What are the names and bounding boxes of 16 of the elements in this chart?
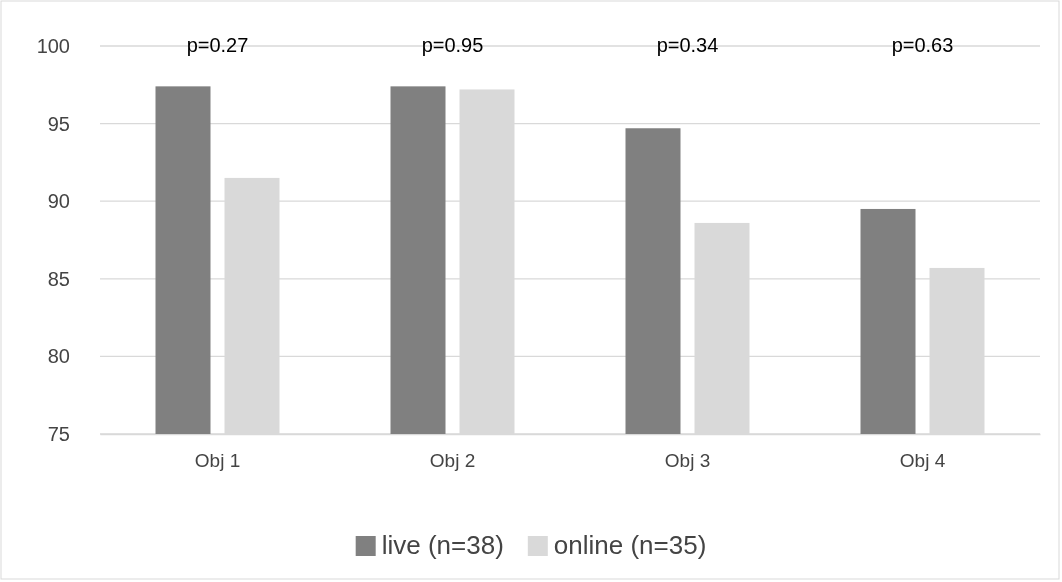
annotation: p=0.63 bbox=[891, 34, 954, 56]
y-tick-label: 90 bbox=[47, 190, 70, 213]
y-tick-label: 75 bbox=[47, 422, 70, 445]
x-tick-label: Obj 1 bbox=[194, 450, 241, 472]
x-tick-label: Obj 3 bbox=[664, 450, 711, 472]
legend-label: online (n=35) bbox=[553, 530, 707, 560]
y-tick-label: 95 bbox=[47, 112, 70, 135]
y-tick-label: 80 bbox=[47, 345, 70, 368]
annotation: p=0.95 bbox=[421, 34, 484, 56]
y-tick-label: 85 bbox=[47, 267, 70, 290]
legend-label: live (n=38) bbox=[381, 530, 504, 560]
x-tick-label: Obj 2 bbox=[429, 450, 476, 472]
annotation: p=0.34 bbox=[656, 34, 719, 56]
annotation: p=0.27 bbox=[186, 34, 249, 56]
x-tick-label: Obj 4 bbox=[899, 450, 946, 472]
y-tick-label: 100 bbox=[36, 34, 70, 57]
